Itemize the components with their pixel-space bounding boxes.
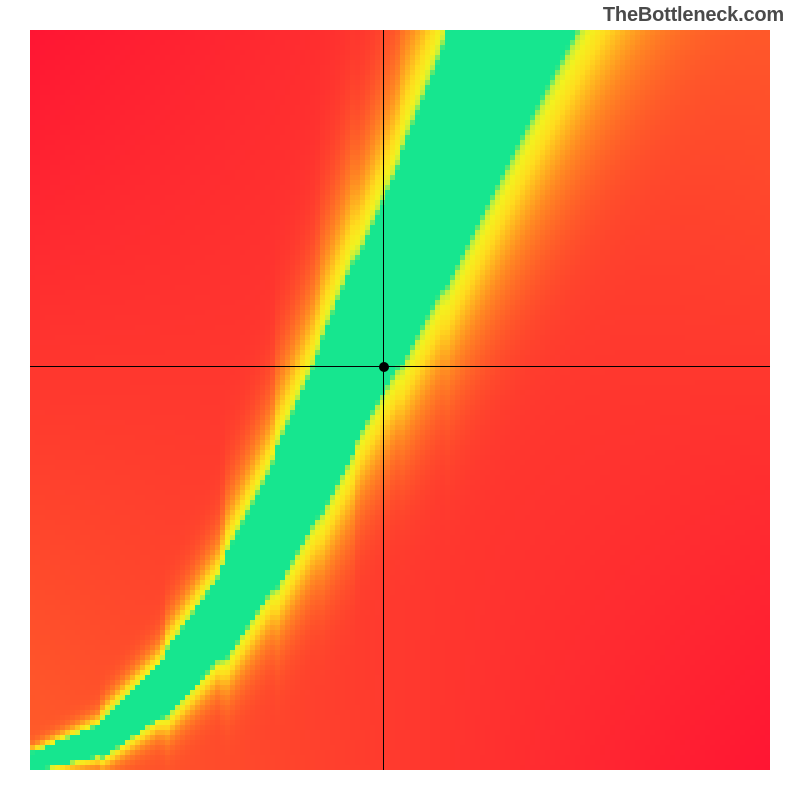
watermark-text: TheBottleneck.com (603, 4, 784, 27)
plot-area (30, 30, 770, 770)
chart-container: TheBottleneck.com (0, 0, 800, 800)
crosshair-horizontal (30, 366, 770, 367)
data-point-marker (379, 362, 389, 372)
crosshair-vertical (383, 30, 384, 770)
heatmap-canvas (30, 30, 770, 770)
